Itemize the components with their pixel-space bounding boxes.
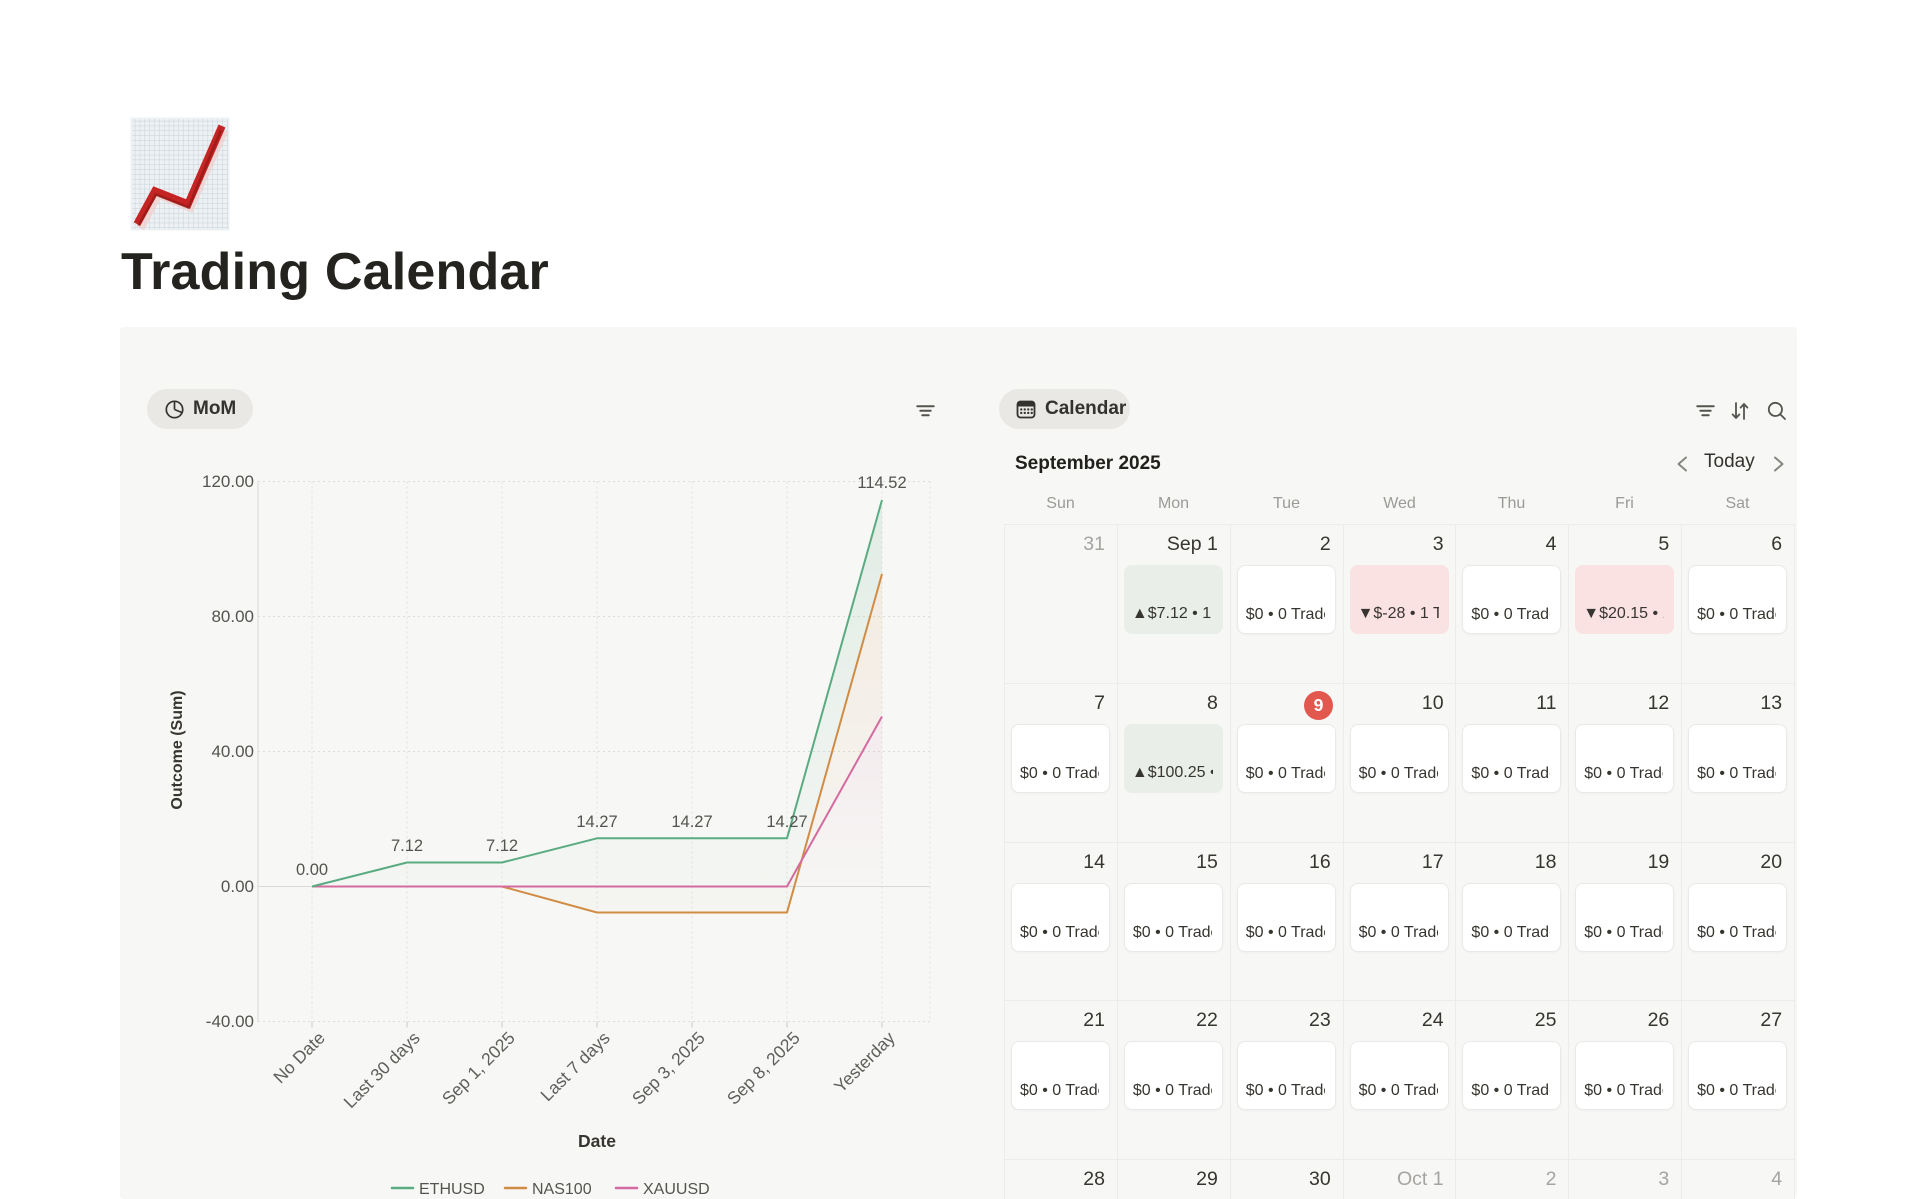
svg-text:Yesterday: Yesterday xyxy=(830,1028,899,1097)
svg-text:Last 30 days: Last 30 days xyxy=(340,1028,424,1112)
svg-text:40.00: 40.00 xyxy=(211,742,254,761)
svg-text:Sep 1, 2025: Sep 1, 2025 xyxy=(438,1028,519,1109)
svg-text:Sep 3, 2025: Sep 3, 2025 xyxy=(628,1028,709,1109)
svg-text:14.27: 14.27 xyxy=(576,813,617,831)
svg-text:Last 7 days: Last 7 days xyxy=(536,1028,614,1106)
svg-text:ETHUSD: ETHUSD xyxy=(419,1181,485,1198)
svg-text:120.00: 120.00 xyxy=(202,472,254,491)
svg-text:NAS100: NAS100 xyxy=(532,1181,592,1198)
svg-text:No Date: No Date xyxy=(269,1028,329,1088)
svg-text:7.12: 7.12 xyxy=(391,837,423,855)
svg-text:Outcome (Sum): Outcome (Sum) xyxy=(169,690,186,809)
svg-text:80.00: 80.00 xyxy=(211,607,254,626)
svg-text:Date: Date xyxy=(578,1131,616,1151)
svg-text:Sep 8, 2025: Sep 8, 2025 xyxy=(723,1028,804,1109)
svg-text:14.27: 14.27 xyxy=(671,813,712,831)
svg-text:7.12: 7.12 xyxy=(486,837,518,855)
svg-text:0.00: 0.00 xyxy=(221,877,254,896)
svg-text:XAUUSD: XAUUSD xyxy=(643,1181,710,1198)
svg-text:-40.00: -40.00 xyxy=(206,1012,254,1031)
svg-text:14.27: 14.27 xyxy=(766,813,807,831)
svg-text:114.52: 114.52 xyxy=(857,474,906,492)
svg-text:0.00: 0.00 xyxy=(296,861,328,879)
